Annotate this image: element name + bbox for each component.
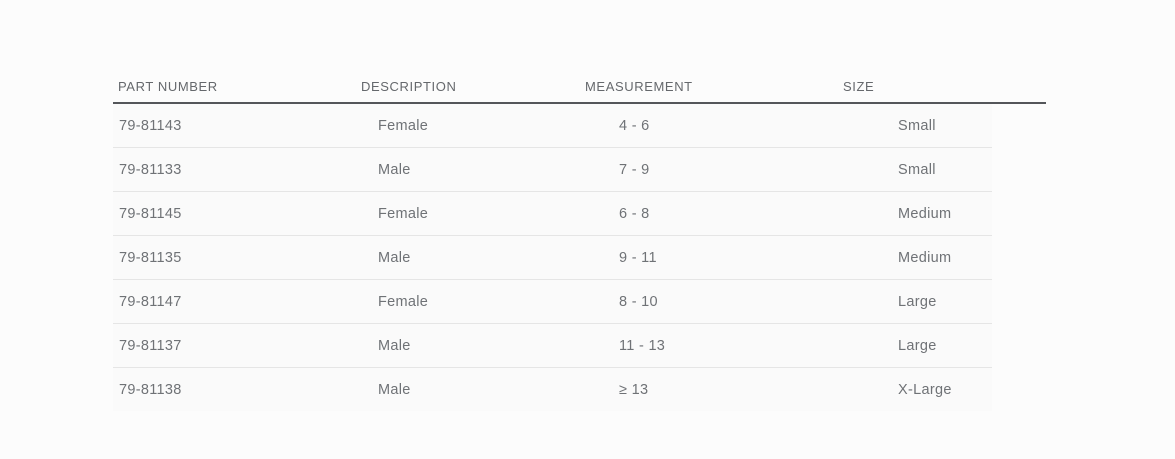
table-header-row: PART NUMBER DESCRIPTION MEASUREMENT SIZE <box>113 80 1046 104</box>
table-row: 79-81133 Male 7 - 9 Small <box>113 148 992 192</box>
cell-description: Female <box>378 205 429 222</box>
cell-measurement: 8 - 10 <box>619 293 658 310</box>
table-row: 79-81145 Female 6 - 8 Medium <box>113 192 992 236</box>
cell-measurement: 11 - 13 <box>619 337 666 354</box>
cell-measurement: 7 - 9 <box>619 161 650 178</box>
cell-description: Male <box>378 381 411 398</box>
cell-size: Medium <box>898 205 952 222</box>
sizing-table: PART NUMBER DESCRIPTION MEASUREMENT SIZE… <box>113 80 1046 411</box>
cell-part-number: 79-81143 <box>119 117 182 134</box>
cell-part-number: 79-81133 <box>119 161 182 178</box>
column-header-measurement: MEASUREMENT <box>585 79 693 94</box>
column-header-part-number: PART NUMBER <box>118 79 218 94</box>
cell-part-number: 79-81138 <box>119 381 182 398</box>
cell-description: Male <box>378 161 411 178</box>
cell-size: X-Large <box>898 381 952 398</box>
cell-description: Female <box>378 293 429 310</box>
table-row: 79-81135 Male 9 - 11 Medium <box>113 236 992 280</box>
cell-size: Small <box>898 161 936 178</box>
table-row: 79-81143 Female 4 - 6 Small <box>113 104 992 148</box>
table-row: 79-81137 Male 11 - 13 Large <box>113 324 992 368</box>
cell-measurement: ≥ 13 <box>619 381 649 398</box>
cell-part-number: 79-81137 <box>119 337 182 354</box>
cell-size: Large <box>898 337 937 354</box>
cell-measurement: 4 - 6 <box>619 117 650 134</box>
table-body: 79-81143 Female 4 - 6 Small 79-81133 Mal… <box>113 104 992 411</box>
cell-description: Male <box>378 337 411 354</box>
cell-size: Small <box>898 117 936 134</box>
table-row: 79-81147 Female 8 - 10 Large <box>113 280 992 324</box>
column-header-description: DESCRIPTION <box>361 79 457 94</box>
table-row: 79-81138 Male ≥ 13 X-Large <box>113 368 992 411</box>
column-header-size: SIZE <box>843 79 875 94</box>
cell-part-number: 79-81147 <box>119 293 182 310</box>
cell-measurement: 6 - 8 <box>619 205 650 222</box>
cell-description: Male <box>378 249 411 266</box>
cell-size: Large <box>898 293 937 310</box>
cell-size: Medium <box>898 249 952 266</box>
cell-part-number: 79-81145 <box>119 205 182 222</box>
cell-measurement: 9 - 11 <box>619 249 657 266</box>
cell-part-number: 79-81135 <box>119 249 182 266</box>
cell-description: Female <box>378 117 429 134</box>
